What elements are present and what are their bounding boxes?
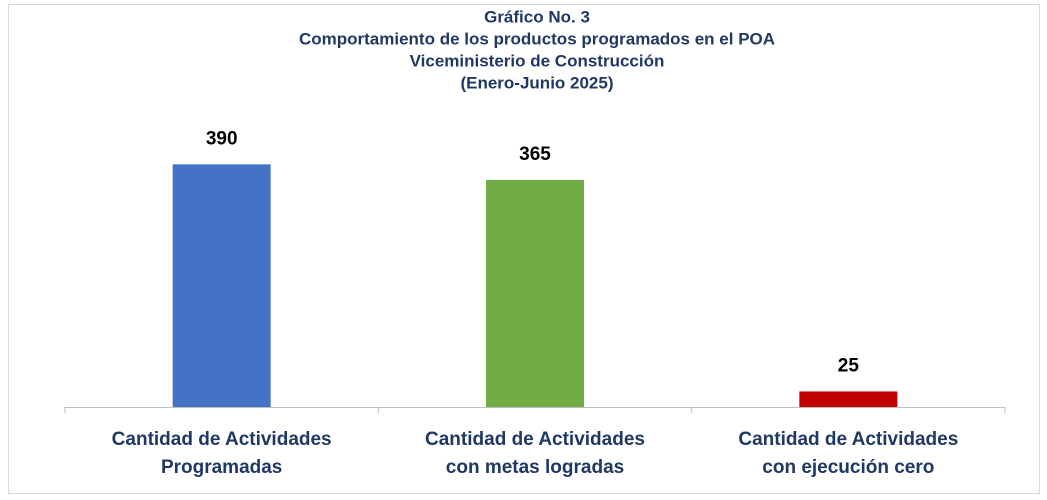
bar	[486, 179, 584, 407]
chart-title: (Enero-Junio 2025)	[460, 73, 613, 92]
x-tick-label: con metas logradas	[446, 457, 624, 478]
x-tick-label: Cantidad de Actividades	[112, 429, 332, 450]
data-label: 365	[519, 144, 551, 165]
x-tick-label: Cantidad de Actividades	[738, 429, 958, 450]
x-tick-label: Programadas	[161, 457, 282, 478]
chart-title: Gráfico No. 3	[484, 7, 590, 26]
chart-title: Comportamiento de los productos programa…	[299, 29, 775, 48]
x-tick-label: con ejecución cero	[762, 457, 934, 478]
bar	[172, 164, 271, 407]
data-label: 390	[206, 128, 238, 149]
chart-title: Viceministerio de Construcción	[410, 51, 665, 70]
x-tick-label: Cantidad de Actividades	[425, 429, 645, 450]
bar	[799, 391, 898, 407]
data-label: 25	[838, 355, 860, 376]
